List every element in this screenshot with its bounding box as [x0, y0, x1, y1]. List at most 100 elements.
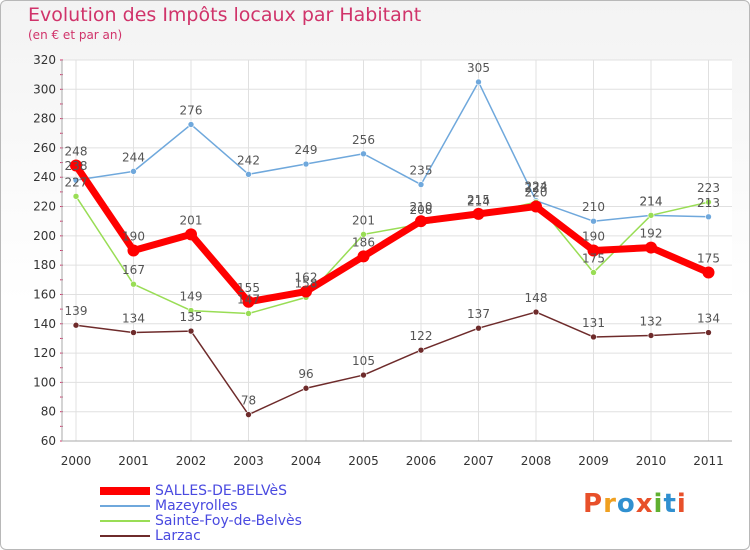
- data-label: 214: [467, 194, 490, 208]
- x-tick-label: 2003: [233, 454, 264, 468]
- legend-label: Sainte-Foy-de-Belvès: [155, 513, 302, 529]
- data-label: 139: [65, 304, 88, 318]
- x-tick-label: 2006: [406, 454, 437, 468]
- legend-item: SALLES-DE-BELVèS: [100, 483, 400, 499]
- data-label: 256: [352, 133, 375, 147]
- data-point: [705, 198, 712, 206]
- chart-title: Evolution des Impôts locaux par Habitant: [28, 4, 422, 26]
- data-label: 238: [65, 159, 88, 173]
- data-label: 201: [352, 213, 375, 227]
- data-label: 248: [65, 145, 88, 159]
- series-line: [72, 162, 712, 306]
- data-point: [590, 333, 597, 341]
- series-line: [75, 311, 710, 416]
- legend-swatch: [100, 505, 150, 507]
- data-label: 227: [65, 175, 88, 189]
- x-tick-label: 2010: [636, 454, 667, 468]
- data-label: 305: [467, 61, 490, 75]
- data-label: 235: [410, 164, 433, 178]
- data-label: 224: [525, 180, 548, 194]
- data-label: 158: [295, 276, 318, 290]
- data-point: [647, 332, 655, 339]
- data-point: [645, 241, 657, 254]
- data-point: [187, 121, 195, 128]
- data-point: [72, 176, 80, 184]
- y-tick-label: 80: [41, 405, 56, 419]
- data-point: [705, 213, 712, 221]
- data-point: [702, 266, 715, 279]
- y-tick-label: 260: [33, 141, 56, 155]
- data-point: [415, 215, 427, 228]
- legend-item: Sainte-Foy-de-Belvès: [100, 513, 400, 529]
- data-label: 134: [122, 312, 145, 326]
- data-point: [242, 295, 255, 308]
- data-point: [357, 250, 370, 263]
- x-tick-label: 2000: [61, 454, 92, 468]
- data-point: [187, 327, 195, 335]
- y-tick-label: 240: [33, 170, 56, 184]
- data-label: 220: [525, 186, 548, 200]
- data-point: [245, 310, 252, 317]
- x-tick-label: 2004: [291, 454, 322, 468]
- legend-label: SALLES-DE-BELVèS: [155, 483, 287, 499]
- legend-swatch: [100, 487, 150, 495]
- data-label: 249: [295, 143, 318, 157]
- data-label: 135: [180, 310, 203, 324]
- y-tick-label: 160: [33, 287, 56, 301]
- data-point: [70, 159, 82, 172]
- data-label: 223: [697, 181, 720, 195]
- data-label: 210: [410, 200, 433, 214]
- data-point: [127, 244, 140, 257]
- data-label: 96: [298, 367, 313, 381]
- data-label: 149: [180, 290, 203, 304]
- data-label: 242: [237, 153, 260, 167]
- data-label: 105: [352, 354, 375, 368]
- y-tick-label: 320: [33, 53, 56, 67]
- data-label: 215: [467, 193, 490, 207]
- data-label: 276: [180, 103, 203, 117]
- data-point: [300, 285, 312, 298]
- data-label: 137: [467, 307, 490, 321]
- legend-label: Larzac: [155, 528, 201, 544]
- series-line: [75, 195, 710, 315]
- data-label: 192: [640, 227, 663, 241]
- data-point: [302, 384, 310, 392]
- data-point: [475, 324, 482, 332]
- data-label: 214: [640, 194, 663, 208]
- data-point: [590, 217, 597, 225]
- y-tick-label: 280: [33, 112, 56, 126]
- data-point: [475, 78, 482, 86]
- data-label: 162: [295, 271, 318, 285]
- data-point: [130, 280, 137, 288]
- data-point: [185, 228, 197, 241]
- data-label: 190: [582, 230, 605, 244]
- data-point: [360, 150, 367, 158]
- data-label: 190: [122, 230, 145, 244]
- data-point: [245, 171, 252, 178]
- y-tick-label: 60: [41, 434, 56, 448]
- y-tick-label: 200: [33, 229, 56, 243]
- data-point: [417, 346, 425, 354]
- legend-item: Mazeyrolles: [100, 498, 400, 514]
- data-label: 147: [237, 293, 260, 307]
- data-label: 148: [525, 291, 548, 305]
- data-label: 131: [582, 316, 605, 330]
- y-tick-label: 180: [33, 258, 56, 272]
- data-point: [647, 212, 655, 219]
- series-line: [75, 81, 710, 222]
- data-label: 175: [697, 251, 720, 265]
- y-tick-label: 300: [33, 82, 56, 96]
- data-point: [187, 307, 195, 314]
- data-label: 134: [697, 312, 720, 326]
- data-label: 175: [582, 251, 605, 265]
- data-point: [472, 207, 485, 220]
- y-tick-label: 100: [33, 375, 56, 389]
- data-label: 155: [237, 281, 260, 295]
- legend-swatch: [100, 535, 150, 537]
- data-point: [72, 192, 80, 200]
- data-point: [302, 160, 310, 168]
- data-point: [587, 244, 600, 257]
- x-tick-label: 2009: [578, 454, 609, 468]
- data-point: [530, 200, 542, 213]
